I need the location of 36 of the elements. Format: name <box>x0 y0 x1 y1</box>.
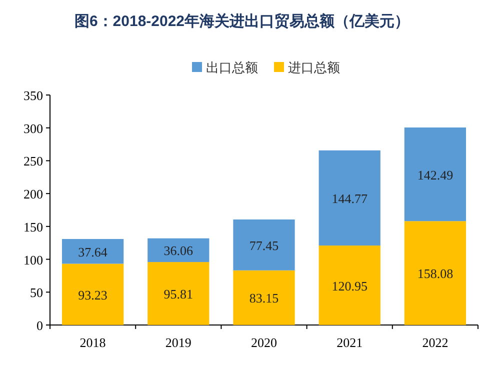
x-tick-label: 2021 <box>336 335 363 350</box>
bar <box>148 262 210 325</box>
legend-label: 出口总额 <box>206 60 258 75</box>
y-tick-label: 200 <box>24 186 43 202</box>
data-label: 37.64 <box>78 244 108 260</box>
y-tick-label: 150 <box>24 219 43 234</box>
bar <box>62 239 124 264</box>
x-tick-label: 2018 <box>80 335 106 350</box>
data-label: 95.81 <box>164 286 194 302</box>
data-label: 158.08 <box>417 266 454 282</box>
y-tick-label: 50 <box>30 285 43 300</box>
data-label: 93.23 <box>78 287 108 302</box>
legend-label: 进口总额 <box>288 60 340 75</box>
bar <box>404 221 466 325</box>
data-label: 120.95 <box>332 278 368 294</box>
x-tick-label: 2019 <box>165 335 192 350</box>
chart-title: 图6：2018-2022年海关进出口贸易总额（亿美元） <box>74 12 410 30</box>
data-label: 144.77 <box>332 190 368 206</box>
bar <box>233 219 295 270</box>
bar <box>233 270 295 325</box>
data-label: 77.45 <box>249 238 279 253</box>
bar <box>148 238 210 262</box>
bar <box>62 264 124 325</box>
data-label: 36.06 <box>164 243 194 258</box>
data-label: 142.49 <box>417 167 454 182</box>
y-tick-label: 300 <box>24 120 43 136</box>
bar <box>318 150 380 246</box>
data-label: 83.15 <box>249 290 279 306</box>
y-tick-label: 0 <box>36 318 43 333</box>
bar <box>318 246 380 325</box>
x-tick-label: 2020 <box>251 335 277 350</box>
y-tick-label: 100 <box>24 252 43 268</box>
bar <box>404 127 466 222</box>
x-tick-label: 2022 <box>422 335 448 350</box>
y-tick-label: 350 <box>24 88 43 103</box>
y-tick-label: 250 <box>24 154 43 169</box>
